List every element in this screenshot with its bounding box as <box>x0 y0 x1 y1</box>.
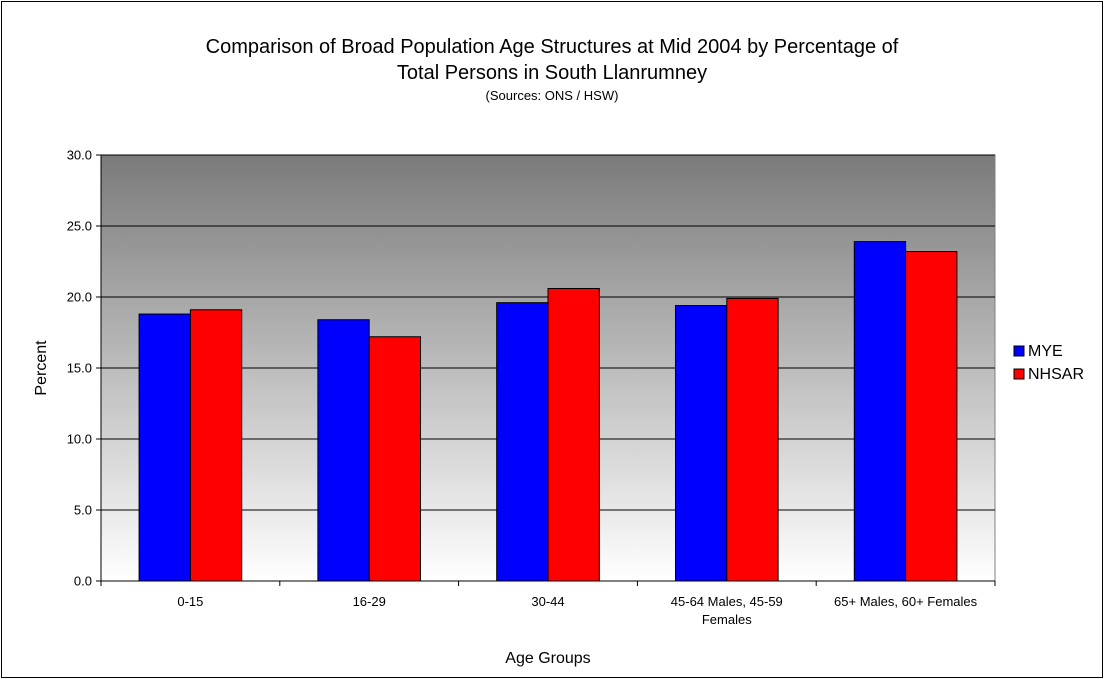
bar-nhsar-0 <box>189 309 243 582</box>
bar-nhsar-3 <box>726 297 779 582</box>
bar-mye-0 <box>138 313 191 582</box>
y-axis-label: Percent <box>33 340 50 396</box>
bar-nhsar-2 <box>547 287 600 582</box>
y-tick-label: 20.0 <box>67 290 92 305</box>
chart-title-line2: Total Persons in South Llanrumney <box>397 62 707 84</box>
legend-swatch-mye <box>1013 345 1025 357</box>
bar-nhsar-4 <box>905 251 958 582</box>
y-tick-labels: 0.0 5.0 10.0 15.0 20.0 25.0 30.0 <box>67 148 92 589</box>
bar-mye-4 <box>853 241 907 582</box>
y-tick-label: 15.0 <box>67 361 92 376</box>
bars <box>138 241 958 582</box>
bar-mye-1 <box>317 319 370 582</box>
legend-label-nhsar: NHSAR <box>1028 366 1084 383</box>
x-tick-label: 16-29 <box>353 594 386 609</box>
y-tick-label: 10.0 <box>67 432 92 447</box>
y-tick-label: 30.0 <box>67 148 92 163</box>
y-tick-label: 0.0 <box>74 574 92 589</box>
chart-title-line1: Comparison of Broad Population Age Struc… <box>206 36 899 58</box>
bar-mye-3 <box>674 305 728 582</box>
chart-subtitle: (Sources: ONS / HSW) <box>486 88 619 103</box>
y-tick-label: 25.0 <box>67 219 92 234</box>
x-tick-label: 65+ Males, 60+ Females <box>834 594 978 609</box>
x-tick-label: 30-44 <box>531 594 564 609</box>
x-tick-label: Females <box>702 612 752 627</box>
axes <box>96 154 996 586</box>
legend-swatch-nhsar <box>1013 368 1025 380</box>
bar-nhsar-1 <box>368 336 422 582</box>
x-tick-label: 0-15 <box>177 594 203 609</box>
legend: MYE NHSAR <box>1013 343 1084 383</box>
x-axis-label: Age Groups <box>505 650 590 667</box>
legend-label-mye: MYE <box>1028 343 1063 360</box>
x-tick-labels: 0-15 16-29 30-44 45-64 Males, 45-59 Females 6… <box>177 594 977 627</box>
x-tick-label: 45-64 Males, 45-59 <box>671 594 783 609</box>
bar-mye-2 <box>496 302 549 582</box>
y-tick-label: 5.0 <box>74 503 92 518</box>
